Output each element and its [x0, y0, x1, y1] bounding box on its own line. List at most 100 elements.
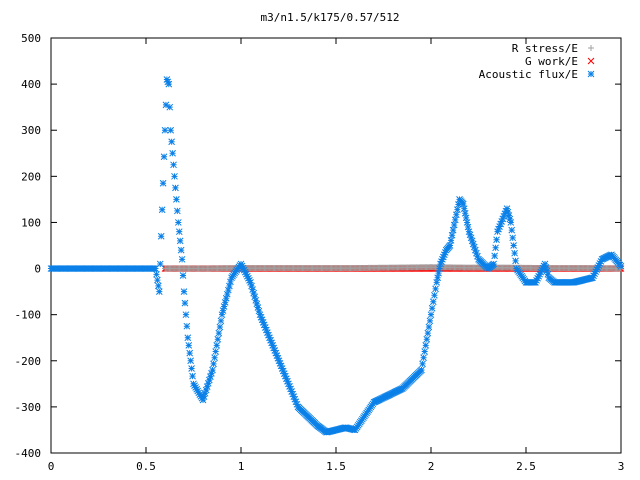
data-point — [204, 379, 212, 387]
data-point — [460, 205, 468, 212]
series-0 — [162, 264, 624, 272]
data-point — [268, 339, 275, 347]
data-point — [197, 393, 205, 400]
y-tick-label: 200 — [21, 170, 41, 183]
data-point — [226, 282, 233, 290]
data-point — [177, 246, 185, 254]
data-point — [447, 237, 455, 244]
data-point — [541, 260, 549, 268]
data-point — [275, 357, 283, 365]
data-point — [266, 334, 273, 342]
x-tick-label: 1 — [238, 460, 245, 473]
data-point — [212, 348, 220, 355]
data-point — [248, 282, 255, 290]
y-tick-label: 500 — [21, 32, 41, 45]
y-tick-label: 400 — [21, 78, 41, 91]
data-point — [425, 323, 433, 331]
data-point — [534, 274, 541, 282]
x-tick-label: 2.5 — [516, 460, 536, 473]
data-point — [195, 389, 203, 397]
data-point — [171, 172, 178, 180]
data-point — [539, 264, 547, 272]
data-point — [419, 360, 426, 368]
data-point — [221, 299, 229, 306]
data-point — [286, 383, 293, 390]
data-point — [464, 223, 472, 231]
data-point — [242, 270, 250, 278]
data-point — [502, 207, 510, 215]
series-layer — [47, 76, 625, 436]
data-point — [429, 298, 437, 306]
data-point — [194, 387, 202, 395]
data-point — [278, 365, 286, 372]
data-point — [474, 252, 481, 260]
data-point — [509, 234, 517, 242]
data-point — [205, 376, 213, 384]
data-point — [423, 335, 431, 343]
data-point — [504, 208, 512, 216]
data-point — [494, 228, 501, 236]
data-point — [191, 382, 198, 389]
data-point — [473, 249, 480, 257]
data-point — [168, 138, 176, 146]
plot-frame — [50, 37, 622, 454]
data-point — [152, 265, 159, 272]
data-point — [448, 231, 456, 239]
data-point — [249, 286, 256, 293]
data-point — [288, 388, 296, 395]
data-point — [591, 270, 598, 278]
data-point — [188, 365, 195, 372]
data-point — [239, 264, 247, 272]
data-point — [176, 237, 184, 245]
data-point — [174, 219, 182, 226]
data-point — [501, 210, 509, 218]
data-point — [253, 300, 261, 308]
data-point — [426, 317, 434, 325]
data-point — [163, 76, 171, 83]
data-point — [271, 347, 279, 354]
data-point — [223, 290, 231, 298]
data-point — [185, 342, 193, 349]
data-point — [159, 179, 167, 187]
data-point — [208, 369, 215, 377]
data-point — [292, 398, 300, 406]
data-point — [536, 270, 544, 278]
data-point — [199, 396, 207, 404]
data-point — [190, 380, 197, 388]
data-point — [154, 276, 161, 284]
data-point — [290, 393, 298, 400]
data-point — [224, 286, 232, 294]
data-point — [424, 329, 432, 337]
data-point — [258, 316, 266, 324]
data-point — [438, 258, 445, 265]
data-point — [462, 214, 470, 222]
x-tick-label: 0 — [48, 460, 55, 473]
data-point — [532, 279, 539, 286]
data-point — [506, 215, 514, 223]
data-point — [512, 257, 519, 265]
data-point — [169, 149, 176, 157]
data-point — [241, 268, 249, 276]
data-point — [418, 366, 425, 374]
data-point — [590, 272, 597, 280]
data-point — [264, 329, 271, 336]
data-point — [284, 377, 291, 385]
data-point — [492, 244, 499, 252]
data-point — [250, 289, 258, 297]
data-point — [272, 349, 280, 357]
data-point — [510, 242, 518, 249]
data-point — [469, 240, 477, 248]
data-point — [217, 317, 225, 325]
data-point — [155, 288, 163, 295]
data-point — [245, 274, 252, 282]
data-point — [533, 276, 540, 284]
legend-label: R stress/E — [512, 42, 578, 55]
data-point — [187, 357, 195, 365]
data-point — [291, 395, 299, 403]
data-point — [449, 226, 457, 234]
data-point — [178, 255, 186, 263]
y-tick-label: 0 — [34, 263, 41, 276]
data-point — [589, 274, 596, 282]
data-point — [216, 323, 224, 331]
data-point — [247, 279, 254, 286]
